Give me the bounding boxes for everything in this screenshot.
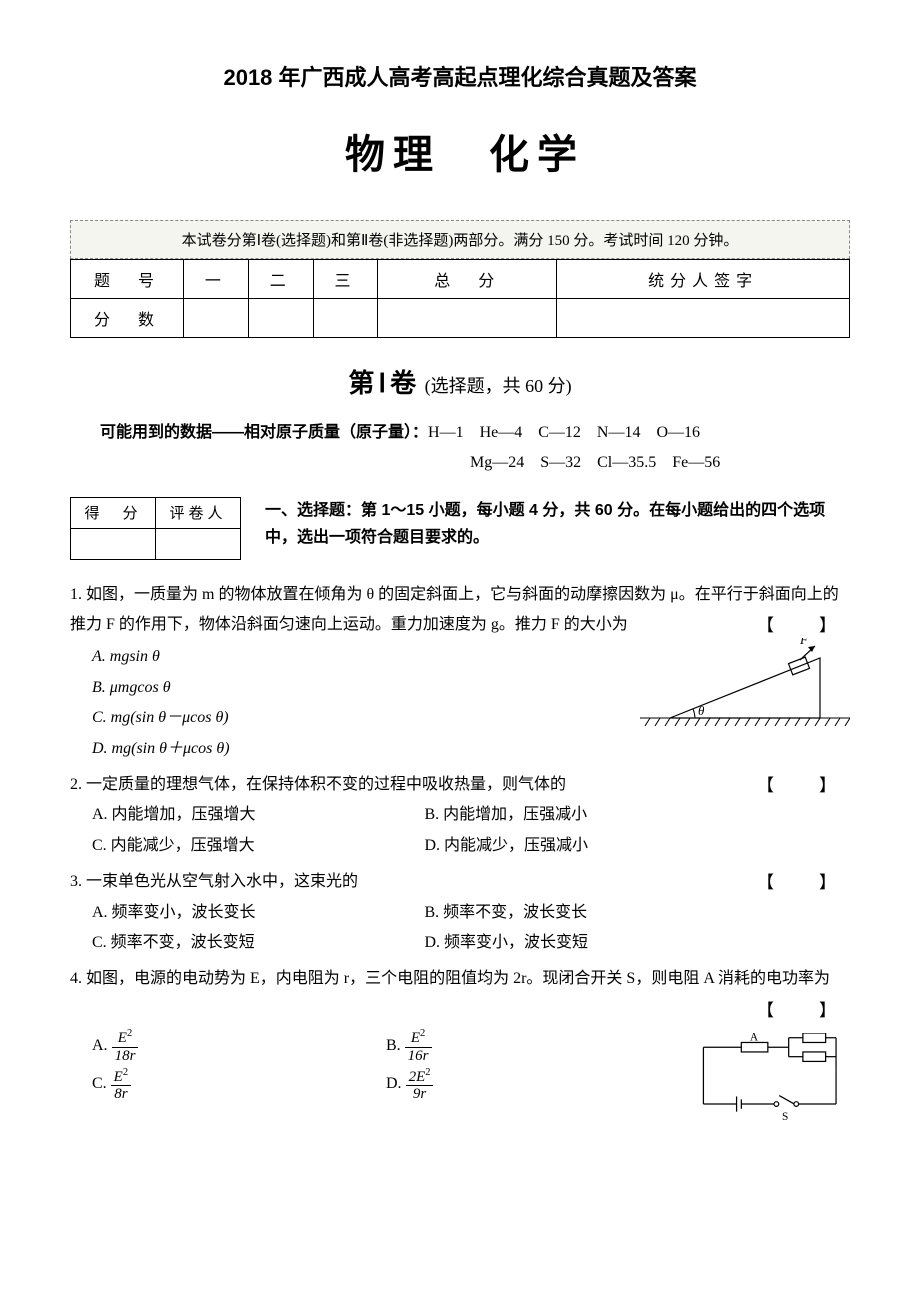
option-C: C. E28r	[92, 1065, 386, 1103]
cell: 题 号	[71, 260, 184, 299]
answer-bracket: 【 】	[757, 867, 850, 899]
fig-label-F: F	[799, 638, 809, 647]
q-stem: 一定质量的理想气体，在保持体积不变的过程中吸收热量，则气体的	[86, 776, 566, 793]
grader-table: 得 分 评卷人	[70, 497, 241, 560]
option-C: C. 内能减少，压强增大	[92, 831, 425, 861]
option-D: D. 2E29r	[386, 1065, 680, 1103]
question-1: 1. 如图，一质量为 m 的物体放置在倾角为 θ 的固定斜面上，它与斜面的动摩擦…	[70, 580, 850, 764]
exam-page: 2018 年广西成人高考高起点理化综合真题及答案 物理 化学 本试卷分第Ⅰ卷(选…	[0, 0, 920, 1302]
q-num: 1.	[70, 586, 82, 603]
cell	[156, 528, 241, 559]
grader-section: 得 分 评卷人 一、选择题：第 1～15 小题，每小题 4 分，共 60 分。在…	[70, 497, 850, 560]
option-B: B. 内能增加，压强减小	[425, 800, 758, 830]
fig-label-theta: θ	[698, 703, 705, 718]
q-stem: 如图，一质量为 m 的物体放置在倾角为 θ 的固定斜面上，它与斜面的动摩擦因数为…	[70, 586, 839, 633]
q-num: 3.	[70, 873, 82, 890]
option-B: B. 频率不变，波长变长	[425, 898, 758, 928]
option-D: D. 频率变小，波长变短	[425, 928, 758, 958]
cell: 评卷人	[156, 497, 241, 528]
cell: 总 分	[378, 260, 557, 299]
cell: 三	[313, 260, 378, 299]
header-title: 2018 年广西成人高考高起点理化综合真题及答案	[70, 60, 850, 92]
question-3: 3. 一束单色光从空气射入水中，这束光的 【 】 A. 频率变小，波长变长 B.…	[70, 867, 850, 958]
section-sub: (选择题，共 60 分)	[425, 376, 572, 396]
atomic-data: 可能用到的数据——相对原子质量（原子量）：H—1 He—4 C—12 N—14 …	[100, 418, 850, 479]
data-prefix: 可能用到的数据——相对原子质量（原子量）：	[100, 424, 428, 441]
option-A: A. 频率变小，波长变长	[92, 898, 425, 928]
question-2: 2. 一定质量的理想气体，在保持体积不变的过程中吸收热量，则气体的 【 】 A.…	[70, 770, 850, 861]
options: A. 频率变小，波长变长 B. 频率不变，波长变长 C. 频率不变，波长变短 D…	[92, 898, 757, 959]
q-num: 4.	[70, 970, 82, 987]
q4-figure: A S	[680, 1033, 850, 1123]
cell	[557, 299, 850, 338]
cell: 一	[184, 260, 249, 299]
option-C: C. 频率不变，波长变短	[92, 928, 425, 958]
cell	[248, 299, 313, 338]
question-4: 4. 如图，电源的电动势为 E，内电阻为 r，三个电阻的阻值均为 2r。现闭合开…	[70, 964, 850, 1123]
table-row: 得 分 评卷人	[71, 497, 241, 528]
option-D: D. 内能减少，压强减小	[425, 831, 758, 861]
data-l2: Mg—24 S—32 Cl—35.5 Fe—56	[470, 454, 720, 471]
score-table: 题 号 一 二 三 总 分 统分人签字 分 数	[70, 259, 850, 338]
q-num: 2.	[70, 776, 82, 793]
q-stem: 如图，电源的电动势为 E，内电阻为 r，三个电阻的阻值均为 2r。现闭合开关 S…	[86, 970, 830, 987]
section-title: 第Ⅰ卷 (选择题，共 60 分)	[70, 363, 850, 400]
section-big: 第Ⅰ卷	[348, 369, 420, 398]
options: A. 内能增加，压强增大 B. 内能增加，压强减小 C. 内能减少，压强增大 D…	[92, 800, 757, 861]
option-B: B. E216r	[386, 1027, 680, 1065]
cell	[378, 299, 557, 338]
option-A: A. E218r	[92, 1027, 386, 1065]
cell: 分 数	[71, 299, 184, 338]
options: A. E218r B. E216r C. E28r D. 2E29r	[92, 1027, 680, 1104]
cell: 得 分	[71, 497, 156, 528]
table-row	[71, 528, 241, 559]
info-box: 本试卷分第Ⅰ卷(选择题)和第Ⅱ卷(非选择题)两部分。满分 150 分。考试时间 …	[70, 220, 850, 259]
cell: 二	[248, 260, 313, 299]
q1-figure: F θ	[640, 638, 850, 728]
option-D: D. mg(sin θ＋μcos θ)	[92, 734, 850, 764]
answer-bracket: 【 】	[757, 770, 850, 802]
cell: 统分人签字	[557, 260, 850, 299]
cell	[71, 528, 156, 559]
data-l1: H—1 He—4 C—12 N—14 O—16	[428, 424, 700, 441]
q-stem: 一束单色光从空气射入水中，这束光的	[86, 873, 358, 890]
table-row: 分 数	[71, 299, 850, 338]
main-title: 物理 化学	[70, 122, 850, 180]
fig-label-S: S	[782, 1111, 788, 1123]
cell	[184, 299, 249, 338]
answer-bracket: 【 】	[757, 995, 850, 1027]
cell	[313, 299, 378, 338]
table-row: 题 号 一 二 三 总 分 统分人签字	[71, 260, 850, 299]
option-A: A. 内能增加，压强增大	[92, 800, 425, 830]
fig-label-A: A	[750, 1033, 759, 1044]
instruction: 一、选择题：第 1～15 小题，每小题 4 分，共 60 分。在每小题给出的四个…	[265, 497, 850, 551]
